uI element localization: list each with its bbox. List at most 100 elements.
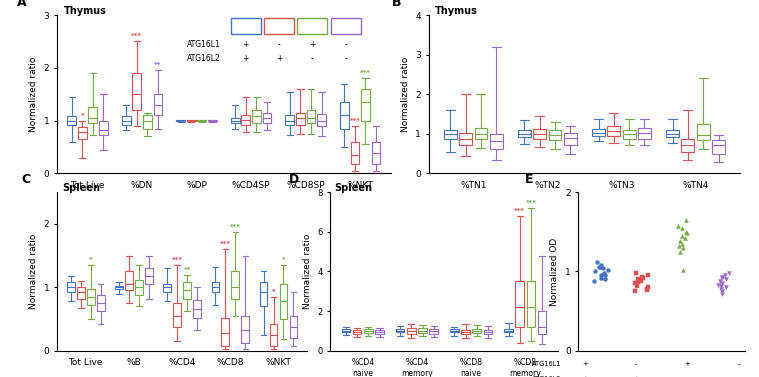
Bar bbox=[296, 113, 305, 125]
Bar bbox=[331, 18, 361, 34]
Bar bbox=[279, 284, 288, 319]
Y-axis label: Normalized ratio: Normalized ratio bbox=[29, 57, 38, 132]
Bar bbox=[483, 330, 493, 334]
Point bbox=[716, 275, 729, 281]
Point bbox=[679, 235, 691, 241]
Point bbox=[720, 284, 732, 290]
Text: +: + bbox=[582, 376, 588, 377]
Bar bbox=[307, 110, 316, 123]
Bar bbox=[622, 130, 635, 139]
Point bbox=[594, 265, 606, 271]
Text: -: - bbox=[686, 376, 688, 377]
Bar bbox=[194, 300, 201, 318]
Bar bbox=[395, 329, 405, 333]
Bar bbox=[407, 328, 416, 334]
Bar bbox=[459, 133, 472, 145]
Bar bbox=[418, 328, 427, 333]
Point bbox=[595, 262, 607, 268]
Point bbox=[588, 278, 600, 284]
Bar bbox=[564, 133, 577, 145]
Point bbox=[629, 280, 641, 287]
Text: Thymus: Thymus bbox=[64, 6, 106, 16]
Bar bbox=[290, 316, 298, 338]
Bar bbox=[340, 102, 349, 129]
Bar bbox=[263, 113, 272, 123]
Text: -: - bbox=[311, 54, 313, 63]
Bar bbox=[115, 286, 123, 288]
Bar bbox=[264, 18, 294, 34]
Point bbox=[591, 259, 603, 265]
Text: **: ** bbox=[154, 62, 162, 68]
Point bbox=[716, 288, 728, 294]
Bar bbox=[269, 324, 277, 346]
Point bbox=[599, 276, 611, 282]
Text: -: - bbox=[738, 362, 740, 368]
Text: ***: *** bbox=[360, 70, 371, 76]
Text: ATG16L2: ATG16L2 bbox=[531, 376, 561, 377]
Bar bbox=[89, 107, 97, 123]
Point bbox=[716, 280, 729, 287]
Bar bbox=[208, 120, 217, 121]
Text: +: + bbox=[242, 40, 249, 49]
Bar bbox=[351, 142, 359, 164]
Text: -: - bbox=[738, 376, 740, 377]
Text: **: ** bbox=[184, 267, 191, 273]
Point bbox=[712, 282, 724, 288]
Bar bbox=[534, 129, 546, 139]
Point bbox=[630, 270, 642, 276]
Bar bbox=[241, 316, 249, 343]
Text: ***: *** bbox=[349, 118, 361, 124]
Bar bbox=[231, 271, 239, 299]
Text: *: * bbox=[89, 257, 93, 263]
Bar bbox=[504, 329, 513, 333]
Point bbox=[674, 238, 686, 244]
Bar bbox=[361, 89, 370, 121]
Text: -: - bbox=[278, 40, 280, 49]
Bar bbox=[153, 94, 162, 115]
Bar bbox=[682, 139, 694, 152]
Point bbox=[636, 274, 648, 280]
Point bbox=[676, 225, 688, 231]
Point bbox=[599, 272, 611, 278]
Bar bbox=[143, 115, 152, 129]
Bar bbox=[375, 330, 384, 334]
Text: D: D bbox=[289, 173, 300, 186]
Point bbox=[676, 245, 688, 251]
Point bbox=[632, 276, 644, 282]
Bar bbox=[515, 281, 524, 327]
Point bbox=[631, 279, 644, 285]
Bar bbox=[342, 329, 350, 333]
Text: Spleen: Spleen bbox=[335, 183, 373, 193]
Text: +: + bbox=[242, 54, 249, 63]
Text: Thymus: Thymus bbox=[435, 6, 478, 16]
Point bbox=[720, 272, 732, 278]
Point bbox=[723, 270, 735, 276]
Text: ATG16L1: ATG16L1 bbox=[187, 40, 221, 49]
Text: ***: *** bbox=[172, 257, 183, 263]
Point bbox=[677, 267, 689, 273]
Point bbox=[641, 287, 653, 293]
Bar bbox=[212, 282, 219, 292]
Bar bbox=[78, 127, 87, 139]
Point bbox=[642, 284, 654, 290]
Point bbox=[598, 270, 610, 276]
Text: ATG16L2: ATG16L2 bbox=[187, 54, 221, 63]
Point bbox=[715, 283, 727, 289]
Point bbox=[676, 233, 688, 239]
Text: A: A bbox=[17, 0, 27, 9]
Bar bbox=[183, 282, 191, 299]
Text: +: + bbox=[582, 362, 588, 368]
Bar bbox=[231, 18, 260, 34]
Bar bbox=[298, 18, 327, 34]
Point bbox=[715, 286, 727, 292]
Text: E: E bbox=[525, 173, 534, 186]
Bar bbox=[285, 115, 294, 125]
Text: -: - bbox=[635, 362, 638, 368]
Point bbox=[595, 271, 607, 277]
Bar bbox=[372, 142, 380, 164]
Text: ***: *** bbox=[525, 200, 537, 206]
Text: +: + bbox=[633, 376, 639, 377]
Bar bbox=[125, 271, 133, 290]
Bar bbox=[97, 295, 105, 311]
Point bbox=[595, 275, 607, 281]
